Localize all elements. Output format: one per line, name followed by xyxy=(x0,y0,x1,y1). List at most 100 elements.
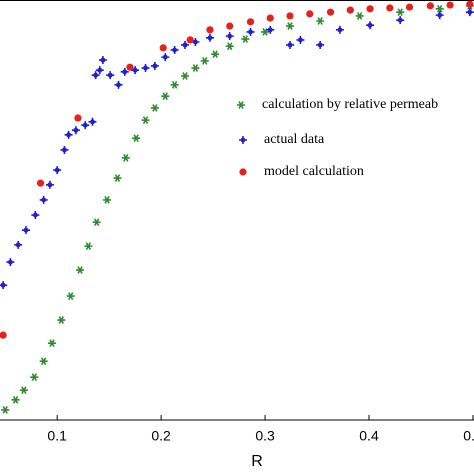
data-point xyxy=(60,145,69,154)
data-point xyxy=(225,42,234,51)
data-point xyxy=(76,266,85,274)
data-point xyxy=(205,33,214,42)
data-point xyxy=(84,242,93,250)
data-point xyxy=(45,180,54,189)
data-point xyxy=(131,66,140,75)
data-point xyxy=(226,22,234,30)
legend-marker xyxy=(237,101,245,109)
data-point xyxy=(435,11,444,20)
data-point xyxy=(126,63,134,71)
data-point xyxy=(132,134,141,143)
data-point xyxy=(200,57,209,65)
data-point xyxy=(121,154,130,162)
legend-marker xyxy=(239,168,247,176)
data-point xyxy=(446,1,454,9)
data-point xyxy=(120,67,129,76)
data-point xyxy=(141,116,150,124)
data-point xyxy=(53,166,62,175)
data-point xyxy=(141,64,150,73)
data-point xyxy=(181,40,190,49)
x-tick-label: 0.5 xyxy=(463,428,474,444)
x-tick-label: 0.1 xyxy=(47,428,67,444)
data-point xyxy=(103,196,112,204)
data-point xyxy=(366,21,375,30)
data-point xyxy=(6,258,15,267)
data-point xyxy=(39,195,48,204)
data-point xyxy=(316,17,325,25)
data-point xyxy=(435,4,444,13)
data-point xyxy=(161,92,170,101)
data-point xyxy=(326,8,335,16)
data-point xyxy=(386,4,394,12)
data-point xyxy=(64,130,73,139)
data-point xyxy=(159,44,167,52)
data-point xyxy=(286,12,294,20)
data-point xyxy=(335,25,344,34)
data-point xyxy=(306,10,314,18)
data-point xyxy=(241,35,250,43)
data-point xyxy=(266,25,275,34)
data-point xyxy=(114,80,123,89)
data-point xyxy=(91,71,100,80)
data-point xyxy=(150,104,159,112)
data-point xyxy=(98,56,107,65)
data-point xyxy=(39,357,48,366)
data-point xyxy=(181,72,190,80)
data-point xyxy=(30,373,39,382)
data-point xyxy=(1,406,10,414)
legend-label: calculation by relative permeab xyxy=(262,97,438,112)
x-tick-label: 0.3 xyxy=(255,428,275,444)
data-point xyxy=(396,8,405,17)
data-point xyxy=(14,240,23,249)
data-point xyxy=(246,18,255,26)
data-point xyxy=(261,28,270,36)
data-point xyxy=(11,395,20,404)
data-point xyxy=(170,80,179,89)
data-point xyxy=(211,50,220,59)
data-point xyxy=(186,36,194,44)
data-point xyxy=(57,316,66,324)
data-point xyxy=(66,292,75,300)
x-tick-label: 0.2 xyxy=(151,428,171,444)
x-axis-label: R xyxy=(251,453,263,470)
data-point xyxy=(206,26,214,34)
data-point xyxy=(316,40,325,49)
data-point xyxy=(246,27,255,36)
data-point xyxy=(346,6,354,14)
data-point xyxy=(465,8,474,17)
data-point xyxy=(366,5,374,13)
data-point xyxy=(355,12,364,20)
data-point xyxy=(31,211,40,220)
data-point xyxy=(266,14,274,22)
legend-marker xyxy=(239,136,247,144)
data-point xyxy=(405,3,414,11)
data-point xyxy=(286,40,295,49)
data-point xyxy=(0,281,8,290)
legend-label: actual data xyxy=(264,132,325,147)
data-point xyxy=(81,121,90,130)
data-point xyxy=(150,61,159,70)
data-point xyxy=(36,179,45,187)
data-point xyxy=(21,226,30,235)
data-point xyxy=(161,53,170,62)
x-tick-label: 0.4 xyxy=(359,428,379,444)
data-point xyxy=(74,114,82,122)
data-point xyxy=(113,174,122,182)
data-point xyxy=(19,386,28,395)
data-point xyxy=(191,38,200,46)
data-point xyxy=(92,218,101,227)
data-point xyxy=(106,71,115,80)
data-point xyxy=(225,32,234,41)
data-point xyxy=(47,339,56,348)
data-point xyxy=(71,126,80,135)
data-point xyxy=(88,117,97,126)
data-point xyxy=(466,0,474,8)
data-point xyxy=(0,331,7,339)
data-point xyxy=(396,16,405,25)
data-point xyxy=(286,22,295,30)
data-point xyxy=(296,35,305,44)
data-point xyxy=(191,64,200,72)
legend-label: model calculation xyxy=(264,164,364,179)
data-point xyxy=(170,45,179,54)
